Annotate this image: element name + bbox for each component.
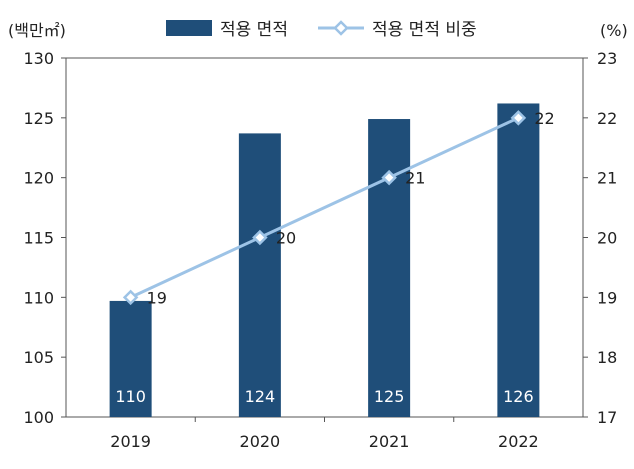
line-point-marker — [510, 110, 527, 126]
x-axis-tick-label: 2021 — [369, 432, 410, 451]
line-point-marker — [381, 169, 397, 186]
legend-diamond-marker — [333, 20, 349, 36]
right-axis-tick-label: 18 — [597, 348, 617, 367]
bar-data-label: 125 — [374, 387, 405, 406]
left-axis-tick-label: 110 — [23, 288, 54, 307]
legend-bar-swatch — [166, 20, 212, 36]
line-series: 19 20 21 22 — [122, 109, 555, 307]
right-axis-unit-label: (%) — [600, 21, 628, 40]
legend-bar-label: 적용 면적 — [220, 20, 288, 40]
legend: 적용 면적 적용 면적 비중 — [166, 20, 477, 40]
x-axis-tick-label: 2019 — [110, 432, 151, 451]
left-axis-tick-label: 130 — [23, 49, 54, 68]
line-data-label: 22 — [534, 109, 554, 128]
bar-series: 110 124 125 126 — [109, 103, 540, 418]
bar-data-label: 110 — [115, 387, 146, 406]
series-line — [129, 116, 520, 299]
line-data-label: 20 — [276, 229, 296, 248]
left-axis-tick-label: 100 — [23, 408, 54, 427]
line-point-marker — [252, 229, 268, 246]
bar — [497, 103, 540, 418]
bar-data-label: 126 — [503, 387, 534, 406]
left-axis: 100 105 110 115 120 125 130 — [23, 49, 66, 427]
left-axis-tick-label: 105 — [23, 348, 54, 367]
bar — [368, 119, 411, 417]
left-axis-tick-label: 120 — [23, 169, 54, 188]
right-axis-tick-label: 23 — [597, 49, 617, 68]
right-axis-tick-label: 20 — [597, 229, 617, 248]
left-axis-tick-label: 125 — [23, 109, 54, 128]
left-axis-tick-label: 115 — [23, 229, 54, 248]
right-axis-tick-label: 19 — [597, 288, 617, 307]
x-axis: 2019 2020 2021 2022 — [110, 417, 539, 451]
left-axis-unit-label: (백만㎡) — [8, 21, 66, 40]
line-data-label: 21 — [405, 169, 425, 188]
right-axis: 17 18 19 20 21 22 23 — [583, 49, 617, 427]
bar-data-label: 124 — [245, 387, 276, 406]
legend-line-label: 적용 면적 비중 — [372, 20, 477, 40]
line-point-marker — [122, 289, 139, 306]
x-axis-tick-label: 2022 — [498, 432, 539, 451]
x-axis-tick-label: 2020 — [240, 432, 281, 451]
right-axis-tick-label: 21 — [597, 169, 617, 188]
line-data-label: 19 — [147, 288, 167, 307]
bar — [109, 300, 152, 417]
right-axis-tick-label: 22 — [597, 109, 617, 128]
bar — [238, 133, 281, 417]
right-axis-tick-label: 17 — [597, 408, 617, 427]
